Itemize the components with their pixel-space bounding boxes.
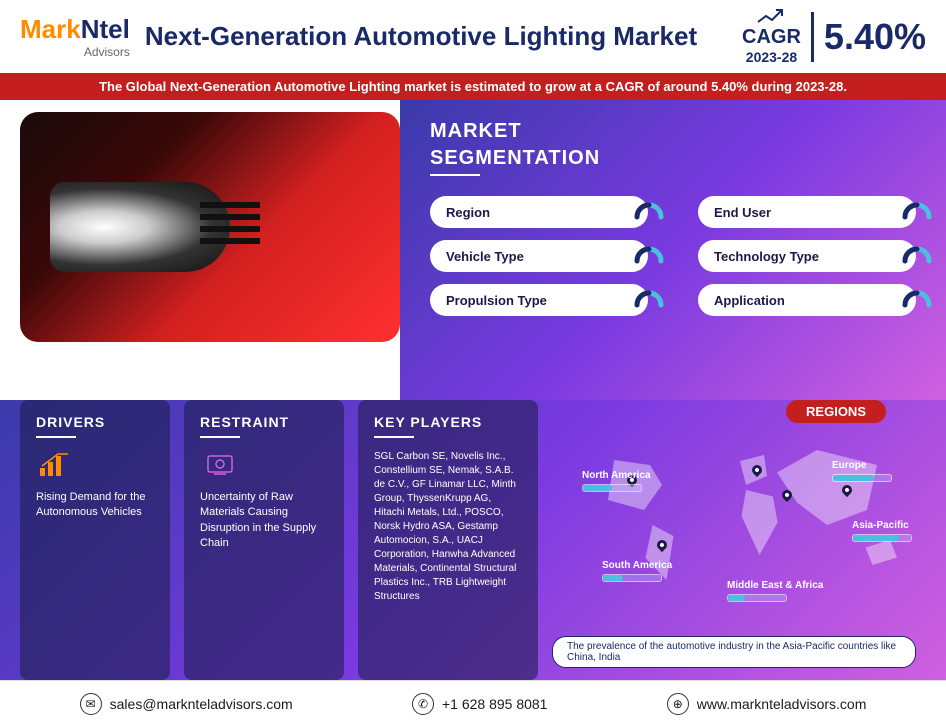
- regions-badge: REGIONS: [786, 400, 886, 423]
- email-icon: ✉: [80, 693, 102, 715]
- drivers-card: DRIVERS Rising Demand for the Autonomous…: [20, 400, 170, 680]
- arc-icon: [602, 290, 632, 310]
- phone-text: +1 628 895 8081: [442, 696, 548, 712]
- region-label: Middle East & Africa: [727, 580, 823, 602]
- region-label: North America: [582, 470, 651, 492]
- card-underline: [200, 436, 240, 438]
- footer: ✉ sales@marknteladvisors.com ✆ +1 628 89…: [0, 680, 946, 727]
- map-note: The prevalence of the automotive industr…: [552, 636, 916, 668]
- keyplayers-card: KEY PLAYERS SGL Carbon SE, Novelis Inc.,…: [358, 400, 538, 680]
- seg-item: Technology Type: [698, 240, 916, 272]
- restraint-text: Uncertainty of Raw Materials Causing Dis…: [200, 490, 328, 552]
- logo-part2: Ntel: [81, 14, 130, 44]
- seg-item: Propulsion Type: [430, 284, 648, 316]
- region-bar: [832, 474, 892, 482]
- divider: [811, 12, 814, 62]
- logo: MarkNtel Advisors: [20, 14, 130, 59]
- title-block: Next-Generation Automotive Lighting Mark…: [145, 22, 727, 51]
- arc-icon: [870, 246, 900, 266]
- continent-au: [862, 540, 897, 565]
- drivers-text: Rising Demand for the Autonomous Vehicle…: [36, 490, 154, 521]
- region-label: Europe: [832, 460, 892, 482]
- cagr-block: CAGR 2023-28 5.40%: [742, 8, 926, 65]
- region-bar: [602, 574, 662, 582]
- card-underline: [374, 436, 414, 438]
- trend-up-icon: [756, 8, 786, 26]
- summary-banner: The Global Next-Generation Automotive Li…: [0, 73, 946, 100]
- seg-item: End User: [698, 196, 916, 228]
- seg-item-label: Vehicle Type: [446, 249, 524, 264]
- continent-af: [737, 490, 782, 555]
- footer-phone[interactable]: ✆ +1 628 895 8081: [412, 693, 548, 715]
- seg-grid: Region End User Vehicle Type Technology Typ…: [430, 196, 916, 316]
- seg-item: Application: [698, 284, 916, 316]
- seg-item-label: Application: [714, 293, 785, 308]
- phone-icon: ✆: [412, 693, 434, 715]
- keyplayers-title: KEY PLAYERS: [374, 414, 522, 430]
- cagr-label-group: CAGR 2023-28: [742, 8, 801, 65]
- restraint-title: RESTRAINT: [200, 414, 328, 430]
- website-text: www.marknteladvisors.com: [697, 696, 867, 712]
- cagr-value: 5.40%: [824, 16, 926, 58]
- seg-item-label: Propulsion Type: [446, 293, 547, 308]
- bar-growth-icon: [36, 450, 76, 480]
- seg-underline: [430, 174, 480, 176]
- region-bar: [852, 534, 912, 542]
- seg-heading-2: SEGMENTATION: [430, 147, 916, 170]
- logo-part1: Mark: [20, 14, 81, 44]
- keyplayers-text: SGL Carbon SE, Novelis Inc., Constellium…: [374, 450, 522, 604]
- seg-heading-1: MARKET: [430, 120, 916, 143]
- seg-item: Vehicle Type: [430, 240, 648, 272]
- arc-icon: [870, 290, 900, 310]
- map-section: REGIONS North America Europe South America…: [552, 400, 926, 680]
- restraint-card: RESTRAINT Uncertainty of Raw Materials C…: [184, 400, 344, 680]
- globe-icon: ⊕: [667, 693, 689, 715]
- email-text: sales@marknteladvisors.com: [110, 696, 293, 712]
- cagr-period: 2023-28: [746, 49, 797, 65]
- seg-item-label: Region: [446, 205, 490, 220]
- arc-icon: [602, 202, 632, 222]
- segmentation-panel: MARKET SEGMENTATION Region End User Vehicl…: [400, 100, 946, 400]
- world-map: North America Europe South America Middle E…: [552, 430, 926, 610]
- cagr-label: CAGR: [742, 26, 801, 49]
- region-bar: [727, 594, 787, 602]
- page-title: Next-Generation Automotive Lighting Mark…: [145, 22, 727, 51]
- footer-website[interactable]: ⊕ www.marknteladvisors.com: [667, 693, 867, 715]
- restraint-icon: [200, 450, 240, 480]
- hero-image: [20, 112, 400, 342]
- card-underline: [36, 436, 76, 438]
- headlight-graphic: [50, 182, 230, 272]
- bottom-section: DRIVERS Rising Demand for the Autonomous…: [0, 400, 946, 680]
- footer-email[interactable]: ✉ sales@marknteladvisors.com: [80, 693, 293, 715]
- seg-item: Region: [430, 196, 648, 228]
- logo-main: MarkNtel: [20, 14, 130, 45]
- region-label: South America: [602, 560, 672, 582]
- arc-icon: [602, 246, 632, 266]
- header: MarkNtel Advisors Next-Generation Automo…: [0, 0, 946, 73]
- seg-item-label: Technology Type: [714, 249, 819, 264]
- main-section: MARKET SEGMENTATION Region End User Vehicl…: [0, 100, 946, 400]
- logo-sub: Advisors: [20, 45, 130, 59]
- region-label: Asia-Pacific: [852, 520, 912, 542]
- region-bar: [582, 484, 642, 492]
- arc-icon: [870, 202, 900, 222]
- drivers-title: DRIVERS: [36, 414, 154, 430]
- seg-item-label: End User: [714, 205, 771, 220]
